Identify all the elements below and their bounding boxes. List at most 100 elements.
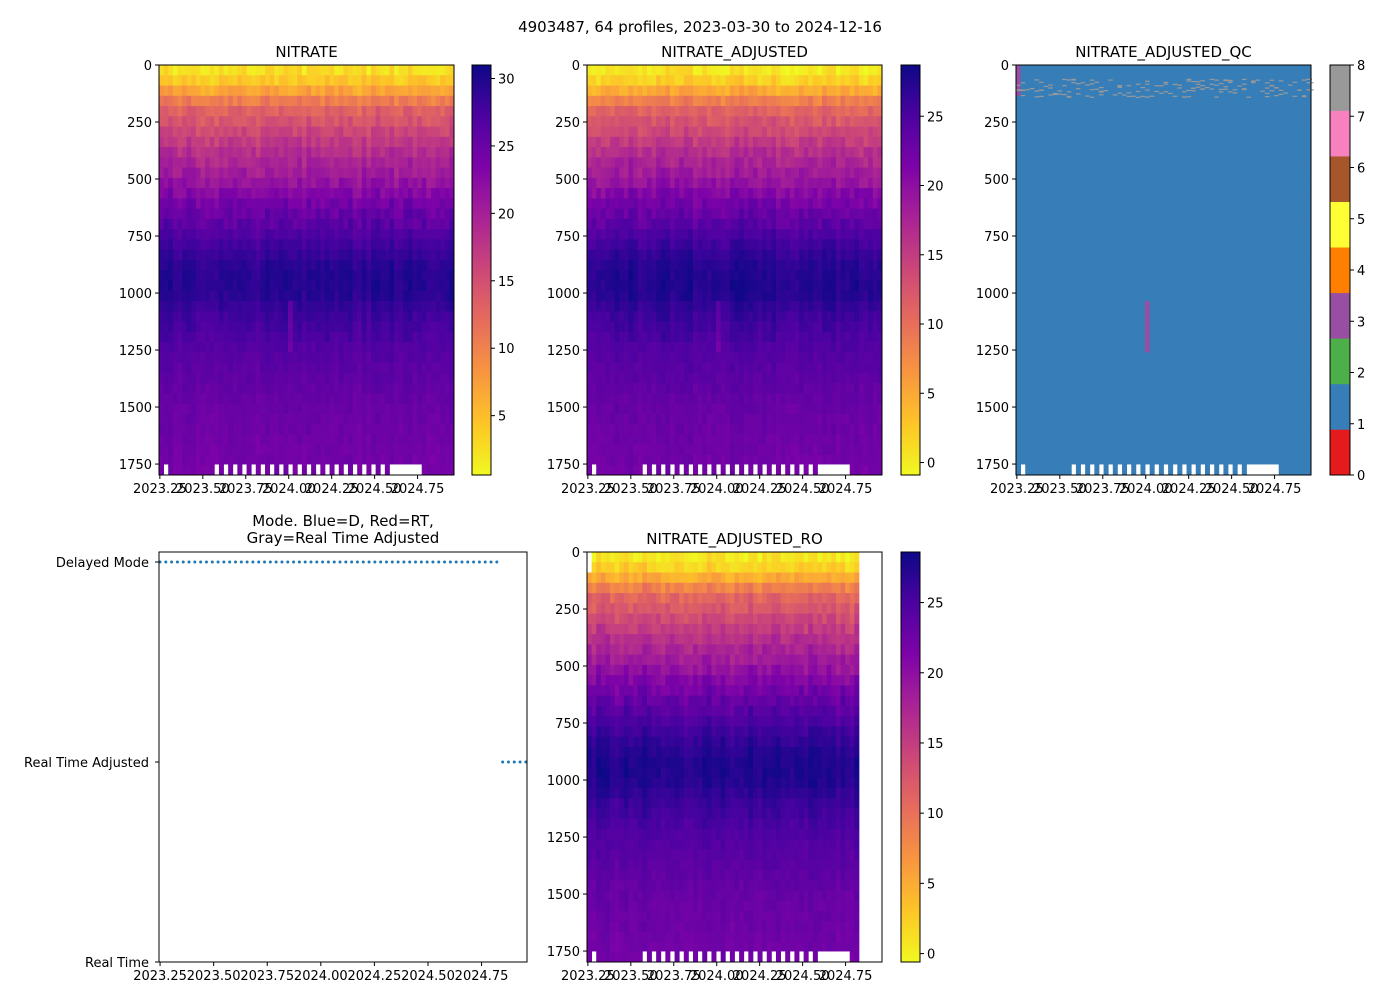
heatmap-cell bbox=[596, 291, 601, 302]
heatmap-cell bbox=[661, 322, 666, 333]
heatmap-cell bbox=[334, 147, 339, 158]
heatmap-cell bbox=[385, 219, 390, 230]
heatmap-cell bbox=[177, 147, 182, 158]
heatmap-cell bbox=[730, 301, 735, 312]
heatmap-cell bbox=[385, 137, 390, 148]
heatmap-cell bbox=[417, 363, 422, 374]
heatmap-cell bbox=[224, 291, 229, 302]
heatmap-cell bbox=[794, 301, 799, 312]
heatmap-cell bbox=[794, 363, 799, 374]
heatmap-cell bbox=[716, 198, 721, 209]
heatmap-cell bbox=[790, 332, 795, 343]
heatmap-cell bbox=[804, 270, 809, 281]
heatmap-cell bbox=[744, 137, 749, 148]
heatmap-cell bbox=[440, 424, 445, 435]
heatmap-cell bbox=[224, 424, 229, 435]
heatmap-cell bbox=[836, 280, 841, 291]
heatmap-cell bbox=[242, 250, 247, 261]
heatmap-cell bbox=[638, 383, 643, 394]
heatmap-cell bbox=[642, 270, 647, 281]
heatmap-cell bbox=[366, 455, 371, 466]
heatmap-cell bbox=[205, 260, 210, 271]
heatmap-cell bbox=[827, 270, 832, 281]
heatmap-cell bbox=[776, 157, 781, 168]
heatmap-cell bbox=[399, 137, 404, 148]
heatmap-cell bbox=[219, 383, 224, 394]
heatmap-cell bbox=[366, 424, 371, 435]
heatmap-cell bbox=[196, 106, 201, 117]
heatmap-cell bbox=[187, 434, 192, 445]
heatmap-cell bbox=[334, 342, 339, 353]
heatmap-cell bbox=[403, 219, 408, 230]
heatmap-cell bbox=[817, 75, 822, 86]
heatmap-cell bbox=[426, 332, 431, 343]
heatmap-cell bbox=[210, 332, 215, 343]
heatmap-cell bbox=[196, 393, 201, 404]
heatmap-cell bbox=[730, 424, 735, 435]
heatmap-cell bbox=[233, 239, 238, 250]
heatmap-cell bbox=[413, 96, 418, 107]
heatmap-cell bbox=[371, 75, 376, 86]
heatmap-cell bbox=[247, 342, 252, 353]
heatmap-cell bbox=[813, 342, 818, 353]
heatmap-cell bbox=[191, 250, 196, 261]
heatmap-cell bbox=[440, 157, 445, 168]
heatmap-cell bbox=[859, 250, 864, 261]
heatmap-cell bbox=[675, 465, 680, 475]
heatmap-cell bbox=[187, 250, 192, 261]
heatmap-cell bbox=[827, 75, 832, 86]
heatmap-cell bbox=[283, 311, 288, 322]
heatmap-cell bbox=[744, 414, 749, 425]
heatmap-cell bbox=[670, 188, 675, 199]
heatmap-cell bbox=[279, 75, 284, 86]
heatmap-cell bbox=[307, 168, 312, 179]
heatmap-cell bbox=[670, 404, 675, 415]
heatmap-cell bbox=[362, 260, 367, 271]
heatmap-cell bbox=[693, 168, 698, 179]
heatmap-cell bbox=[426, 424, 431, 435]
heatmap-cell bbox=[422, 342, 427, 353]
heatmap-cell bbox=[191, 147, 196, 158]
heatmap-cell bbox=[191, 465, 196, 475]
heatmap-cell bbox=[845, 127, 850, 138]
colorbar-tick-label: 25 bbox=[498, 140, 515, 155]
heatmap-cell bbox=[836, 414, 841, 425]
heatmap-cell bbox=[721, 270, 726, 281]
heatmap-cell bbox=[619, 157, 624, 168]
heatmap-cell bbox=[827, 188, 832, 199]
heatmap-cell bbox=[735, 332, 740, 343]
heatmap-cell bbox=[426, 270, 431, 281]
heatmap-cell bbox=[177, 65, 182, 76]
heatmap-cell bbox=[679, 373, 684, 384]
heatmap-cell bbox=[610, 65, 615, 76]
heatmap-cell bbox=[362, 363, 367, 374]
heatmap-cell bbox=[389, 301, 394, 312]
heatmap-cell bbox=[859, 342, 864, 353]
heatmap-cell bbox=[624, 106, 629, 117]
heatmap-cell bbox=[587, 363, 592, 374]
heatmap-cell bbox=[399, 260, 404, 271]
heatmap-cell bbox=[426, 373, 431, 384]
heatmap-cell bbox=[187, 414, 192, 425]
heatmap-cell bbox=[182, 280, 187, 291]
heatmap-cell bbox=[348, 178, 353, 189]
heatmap-cell bbox=[744, 250, 749, 261]
heatmap-cell bbox=[440, 250, 445, 261]
colorbar-tick-label: 5 bbox=[498, 410, 506, 425]
heatmap-cell bbox=[781, 424, 786, 435]
heatmap-cell bbox=[228, 301, 233, 312]
heatmap-cell bbox=[702, 270, 707, 281]
heatmap-cell bbox=[776, 383, 781, 394]
heatmap-cell bbox=[260, 455, 265, 465]
heatmap-cell bbox=[237, 239, 242, 250]
heatmap-cell bbox=[841, 445, 846, 456]
heatmap-cell bbox=[219, 342, 224, 353]
heatmap-cell bbox=[670, 137, 675, 148]
heatmap-cell bbox=[592, 270, 597, 281]
heatmap-cell bbox=[628, 198, 633, 209]
heatmap-cell bbox=[804, 434, 809, 445]
heatmap-cell bbox=[399, 352, 404, 363]
heatmap-cell bbox=[413, 424, 418, 435]
heatmap-cell bbox=[242, 86, 247, 97]
heatmap-cell bbox=[362, 280, 367, 291]
